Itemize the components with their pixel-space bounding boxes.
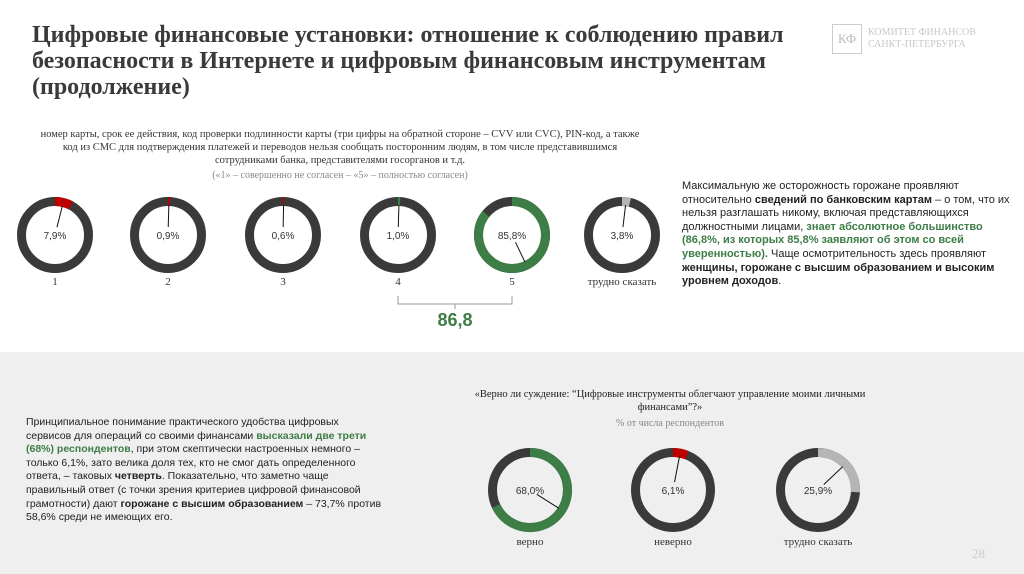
category-label: трудно сказать bbox=[587, 276, 657, 288]
text: Принципиальное понимание практического у… bbox=[26, 416, 339, 442]
donut-segment bbox=[492, 448, 572, 532]
text: . bbox=[778, 275, 782, 288]
bottom-commentary: Принципиальное понимание практического у… bbox=[26, 416, 386, 525]
value-label: 25,9% bbox=[804, 486, 832, 497]
text-bold: женщины, горожане с высшим образованием … bbox=[682, 261, 995, 288]
text-bold: четверть bbox=[114, 470, 162, 483]
logo-line-2: САНКТ-ПЕТЕРБУРГА bbox=[868, 39, 966, 50]
leader-line bbox=[674, 456, 680, 483]
leader-line bbox=[823, 466, 844, 485]
value-label: 6,1% bbox=[662, 486, 685, 497]
leader-line bbox=[515, 242, 526, 263]
logo-mark-icon: КФ bbox=[832, 24, 862, 54]
scale-note: («1» – совершенно не согласен – «5» – по… bbox=[212, 170, 468, 181]
category-label: верно bbox=[516, 536, 544, 548]
top-question: номер карты, срок ее действия, код прове… bbox=[40, 129, 640, 166]
category-label: 1 bbox=[52, 276, 58, 288]
text-bold: горожане с высшим образованием bbox=[120, 497, 304, 510]
value-label: 3,8% bbox=[611, 231, 634, 242]
donut-segment bbox=[817, 448, 860, 493]
side-commentary: Максимальную же осторожность горожане пр… bbox=[682, 180, 1022, 289]
category-label: 4 bbox=[395, 276, 401, 288]
leader-line bbox=[56, 205, 63, 228]
donut-segment bbox=[54, 197, 74, 210]
leader-line bbox=[622, 205, 627, 228]
logo: КФ КОМИТЕТ ФИНАНСОВ САНКТ-ПЕТЕРБУРГА bbox=[832, 24, 976, 54]
category-label: 5 bbox=[509, 276, 515, 288]
page-number: 28 bbox=[972, 546, 985, 561]
text: . Показательно, что заметно чаще правиль… bbox=[26, 470, 361, 510]
leader-line bbox=[397, 204, 400, 228]
text-bold: сведений по банковским картам bbox=[754, 193, 932, 206]
value-label: 1,0% bbox=[387, 231, 410, 242]
text: – 73,7% против 58,6% среди не имеющих ег… bbox=[26, 497, 382, 524]
bottom-unit: % от числа респондентов bbox=[616, 418, 724, 429]
page-title: Цифровые финансовые установки: отношение… bbox=[32, 22, 784, 100]
value-label: 0,9% bbox=[157, 231, 180, 242]
text-highlight: высказали две трети (68%) респондентов bbox=[26, 429, 367, 456]
bracket bbox=[397, 296, 513, 309]
text: , при этом скептически настроенных немно… bbox=[26, 443, 360, 483]
bracket-total: 86,8 bbox=[437, 310, 473, 330]
value-label: 7,9% bbox=[44, 231, 67, 242]
text-highlight: знает абсолютное большинство (86,8%, из … bbox=[682, 220, 983, 260]
value-label: 85,8% bbox=[498, 231, 526, 242]
leader-line bbox=[167, 204, 170, 228]
donut-segment bbox=[672, 448, 689, 460]
category-label: неверно bbox=[654, 536, 692, 548]
bottom-panel bbox=[0, 352, 1024, 574]
logo-line-1: КОМИТЕТ ФИНАНСОВ bbox=[868, 27, 976, 38]
text: Чаще осмотрительность здесь проявляют bbox=[767, 247, 987, 260]
category-label: трудно сказать bbox=[783, 536, 853, 548]
value-label: 0,6% bbox=[272, 231, 295, 242]
leader-line bbox=[536, 493, 559, 509]
category-label: 3 bbox=[280, 276, 286, 288]
donut-segment bbox=[621, 197, 631, 207]
donut-segment bbox=[474, 197, 550, 273]
text: – о том, что их нельзя разглашать никому… bbox=[682, 193, 1010, 233]
value-label: 68,0% bbox=[516, 486, 544, 497]
text: Максимальную же осторожность горожане пр… bbox=[682, 180, 959, 206]
bottom-question: «Верно ли суждение: “Цифровые инструмент… bbox=[474, 389, 866, 413]
category-label: 2 bbox=[165, 276, 171, 288]
